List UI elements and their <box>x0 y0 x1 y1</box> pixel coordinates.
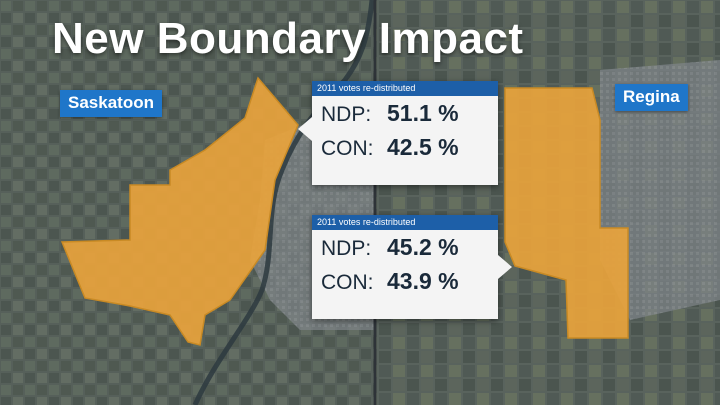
results-caption: 2011 votes re-distributed <box>312 215 498 230</box>
vote-percent: 42.5 % <box>387 134 459 160</box>
saskatoon-boundary <box>60 76 299 346</box>
river <box>192 0 375 405</box>
callout-pointer <box>298 117 312 141</box>
party-name: NDP: <box>321 237 372 260</box>
party-name: CON: <box>321 271 374 294</box>
results-caption: 2011 votes re-distributed <box>312 81 498 96</box>
results-box-regina: 2011 votes re-distributed NDP: 45.2 % CO… <box>312 215 512 319</box>
party-name: CON: <box>321 137 374 160</box>
results-box-saskatoon: 2011 votes re-distributed NDP: 51.1 % CO… <box>298 81 498 185</box>
result-row-con: CON: 43.9 % <box>312 264 498 298</box>
callout-pointer <box>498 255 512 279</box>
regina-urban-area <box>600 60 720 320</box>
vote-percent: 45.2 % <box>387 234 459 260</box>
vote-percent: 51.1 % <box>387 100 459 126</box>
city-label-regina: Regina <box>615 84 688 111</box>
city-label-saskatoon: Saskatoon <box>60 90 162 117</box>
party-name: NDP: <box>321 103 372 126</box>
result-row-con: CON: 42.5 % <box>312 130 498 164</box>
result-row-ndp: NDP: 51.1 % <box>312 96 498 130</box>
page-title: New Boundary Impact <box>52 14 524 63</box>
vote-percent: 43.9 % <box>387 268 459 294</box>
result-row-ndp: NDP: 45.2 % <box>312 230 498 264</box>
